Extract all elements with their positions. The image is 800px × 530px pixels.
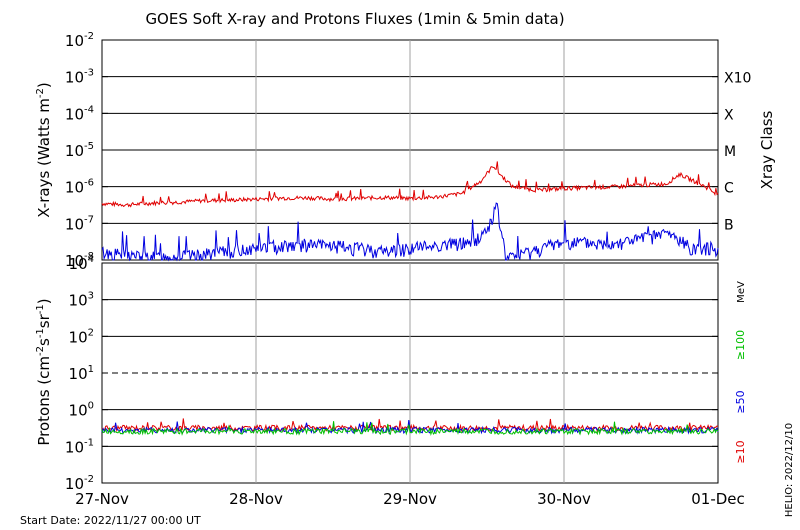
start-date-label: Start Date: 2022/11/27 00:00 UT: [20, 514, 201, 527]
proton-series: [101, 418, 719, 436]
xray-y-axis-label: X-rays (Watts m-2): [35, 82, 53, 217]
proton-y-axis-label: Protons (cm-2s-1sr-1): [35, 298, 53, 445]
y-tick-label: 101: [69, 364, 94, 383]
y-tick-label: 10-8: [65, 251, 94, 270]
x-tick-label: 01-Dec: [691, 490, 745, 508]
y-tick-label: 100: [69, 401, 94, 420]
x-tick-label: 30-Nov: [537, 490, 591, 508]
xray-class-label: X10: [724, 71, 751, 87]
xray-series: [101, 161, 719, 262]
proton-ylabel-mid2: sr: [35, 313, 53, 328]
y-tick-label: 10-2: [65, 474, 94, 493]
xray-class-labels: X10 X M C B: [724, 71, 751, 234]
proton-energy-labels: ≥100 ≥50 ≥10: [734, 330, 747, 464]
y-tick-label: 104: [69, 254, 94, 273]
helio-stamp: HELIO: 2022/12/10: [784, 423, 795, 517]
xray-y-tick-labels: 10-2 10-3 10-4 10-5 10-6 10-7 10-8: [65, 31, 94, 270]
proton-ylabel-end: ): [35, 298, 53, 304]
proton-ylabel-exp1: -2: [35, 346, 46, 356]
proton-energy-label-p50: ≥50: [734, 390, 747, 413]
proton-ylabel-exp3: -1: [35, 304, 46, 314]
proton-energy-label-p10: ≥10: [734, 440, 747, 463]
x-tick-label: 27-Nov: [75, 490, 129, 508]
xray-ylabel-exp: -2: [35, 88, 46, 98]
proton-y-tick-labels: 104 103 102 101 100 10-1 10-2: [65, 254, 94, 493]
proton-ylabel-mid: s: [35, 338, 53, 346]
y-tick-label: 10-7: [65, 214, 94, 233]
y-tick-label: 102: [69, 327, 94, 346]
x-tick-labels: 27-Nov 28-Nov 29-Nov 30-Nov 01-Dec: [75, 490, 745, 508]
xray-panel: 10-2 10-3 10-4 10-5 10-6 10-7 10-8 X10 X M C B X-r…: [35, 31, 776, 270]
xray-class-label: C: [724, 181, 734, 197]
xray-ylabel-end: ): [35, 82, 53, 88]
y-tick-label: 10-4: [65, 104, 94, 123]
y-tick-label: 103: [69, 291, 94, 310]
xray-class-label: B: [724, 217, 734, 233]
x-tick-label: 29-Nov: [383, 490, 437, 508]
y-tick-label: 10-5: [65, 141, 94, 160]
proton-grid: [102, 262, 718, 484]
proton-ylabel-main: Protons (cm: [35, 356, 53, 446]
xray-class-axis-label: Xray Class: [758, 110, 776, 189]
xray-long-series: [101, 161, 719, 208]
y-tick-label: 10-6: [65, 178, 94, 197]
xray-ylabel-main: X-rays (Watts m: [35, 98, 53, 218]
x-tick-label: 28-Nov: [229, 490, 283, 508]
proton-ylabel-exp2: -1: [35, 328, 46, 338]
xray-class-label: M: [724, 144, 736, 160]
xray-short-series: [101, 202, 719, 262]
chart-title: GOES Soft X-ray and Protons Fluxes (1min…: [145, 10, 564, 28]
xray-grid: [102, 39, 718, 261]
proton-unit-label: MeV: [736, 281, 747, 303]
y-tick-label: 10-2: [65, 31, 94, 50]
proton-energy-label-p100: ≥100: [734, 330, 747, 360]
xray-class-label: X: [724, 107, 734, 123]
proton-series-p100: [101, 421, 719, 436]
y-tick-label: 10-3: [65, 68, 94, 87]
y-tick-label: 10-1: [65, 437, 94, 456]
